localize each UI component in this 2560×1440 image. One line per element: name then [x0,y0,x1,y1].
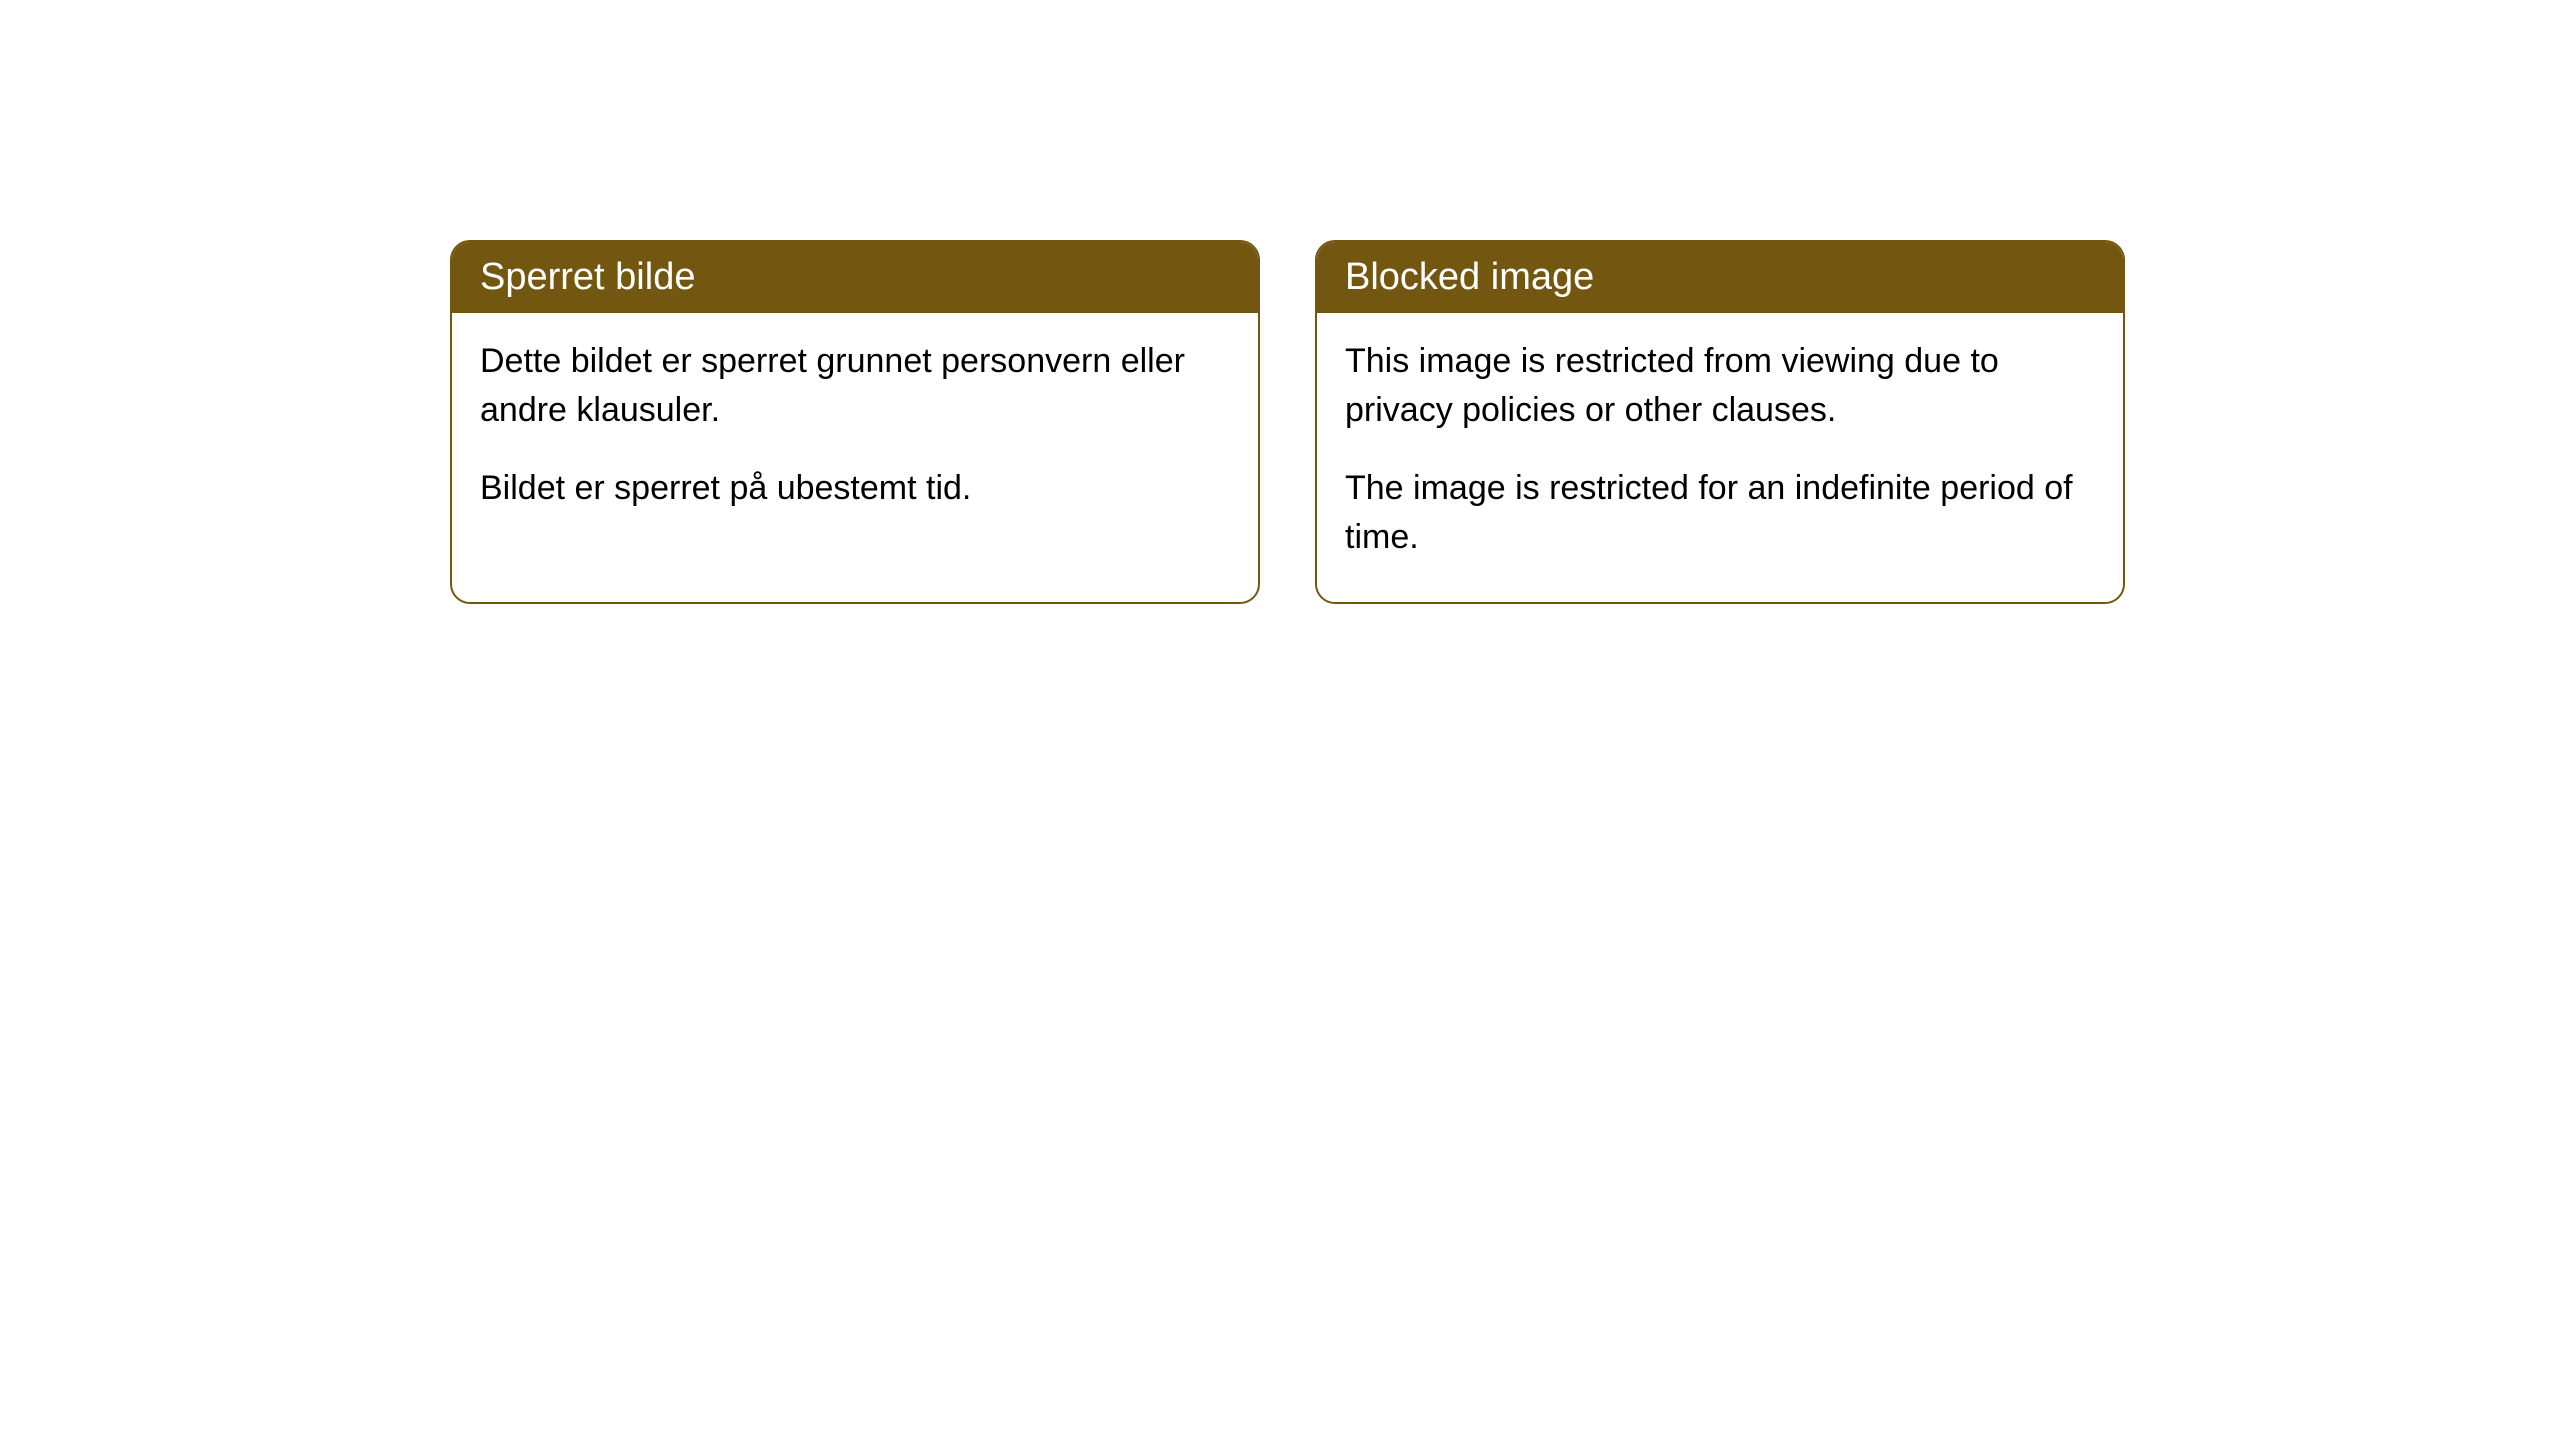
card-body-en: This image is restricted from viewing du… [1317,313,2123,602]
card-text-en-2: The image is restricted for an indefinit… [1345,464,2095,563]
card-body-no: Dette bildet er sperret grunnet personve… [452,313,1258,553]
card-text-en-1: This image is restricted from viewing du… [1345,337,2095,436]
card-header-en: Blocked image [1317,242,2123,313]
cards-container: Sperret bilde Dette bildet er sperret gr… [450,240,2125,604]
card-text-no-2: Bildet er sperret på ubestemt tid. [480,464,1230,513]
blocked-image-card-en: Blocked image This image is restricted f… [1315,240,2125,604]
card-header-no: Sperret bilde [452,242,1258,313]
blocked-image-card-no: Sperret bilde Dette bildet er sperret gr… [450,240,1260,604]
card-text-no-1: Dette bildet er sperret grunnet personve… [480,337,1230,436]
